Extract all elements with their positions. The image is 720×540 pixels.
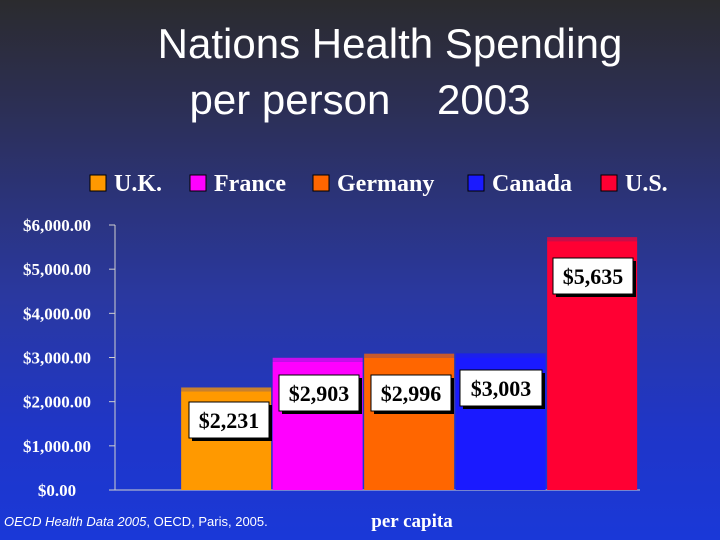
slide-title: Nations Health Spending [157,20,623,67]
bar-top-edge [272,357,363,362]
source-title: OECD Health Data 2005 [4,514,147,529]
legend-swatch [312,174,330,192]
data-label: $3,003 [471,376,532,401]
data-label: $5,635 [563,264,624,289]
y-tick-label: $2,000.00 [23,393,91,412]
legend-label: Germany [337,171,434,197]
y-tick-label: $6,000.00 [23,216,91,235]
legend-label: U.S. [625,171,668,197]
legend-swatch [89,174,107,192]
data-label-box [278,374,360,412]
legend-label: France [214,171,286,197]
data-label-box [188,401,270,439]
legend-swatch [189,174,207,192]
legend-swatch [600,174,618,192]
bar-top-edge [364,353,455,358]
data-label-box [552,257,634,295]
data-label-box [459,369,543,407]
slide-subtitle: per person 2003 [189,76,531,123]
y-tick-label: $5,000.00 [23,260,91,279]
data-label: $2,903 [289,381,350,406]
y-tick-label: $1,000.00 [23,437,91,456]
source-note: OECD Health Data 2005, OECD, Paris, 2005… [4,514,268,529]
y-tick-label: $4,000.00 [23,304,91,323]
bar-top-edge [455,353,546,358]
bar-top-edge [547,237,638,242]
legend-swatch [467,174,485,192]
source-details: , OECD, Paris, 2005. [146,514,268,529]
y-tick-label: $3,000.00 [23,349,91,368]
data-label-box [370,374,452,412]
legend-label: U.K. [114,171,162,197]
x-axis-label: per capita [371,511,453,532]
y-tick-label: $0.00 [38,481,76,500]
data-label: $2,231 [199,408,260,433]
bar-top-edge [181,387,272,392]
legend-label: Canada [492,171,572,197]
data-label: $2,996 [381,381,442,406]
